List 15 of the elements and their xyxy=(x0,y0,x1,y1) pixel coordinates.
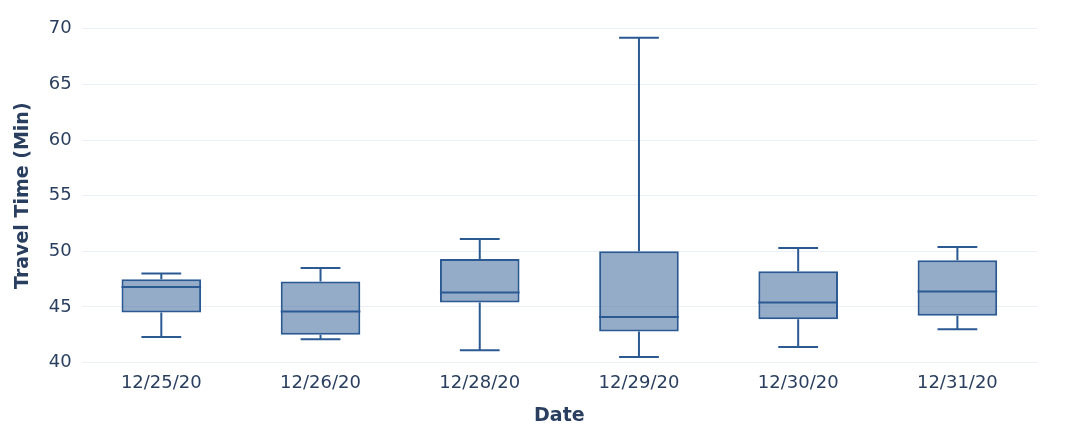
x-axis-title: Date xyxy=(534,402,585,425)
x-tick-label: 12/28/20 xyxy=(439,371,521,393)
x-tick-label: 12/29/20 xyxy=(598,371,680,393)
x-tick-label: 12/25/20 xyxy=(120,371,202,393)
y-tick-label: 40 xyxy=(48,350,72,372)
y-tick-label: 65 xyxy=(48,72,72,94)
x-tick-label: 12/30/20 xyxy=(757,371,839,393)
y-axis-title: Travel Time (Min) xyxy=(10,102,33,289)
x-tick-label: 12/31/20 xyxy=(916,371,998,393)
y-tick-label: 55 xyxy=(48,183,72,205)
y-tick-label: 45 xyxy=(48,294,72,316)
x-tick-label: 12/26/20 xyxy=(280,371,361,393)
y-tick-label: 50 xyxy=(48,239,72,261)
y-tick-label: 70 xyxy=(48,16,72,38)
y-tick-label: 60 xyxy=(48,127,72,149)
